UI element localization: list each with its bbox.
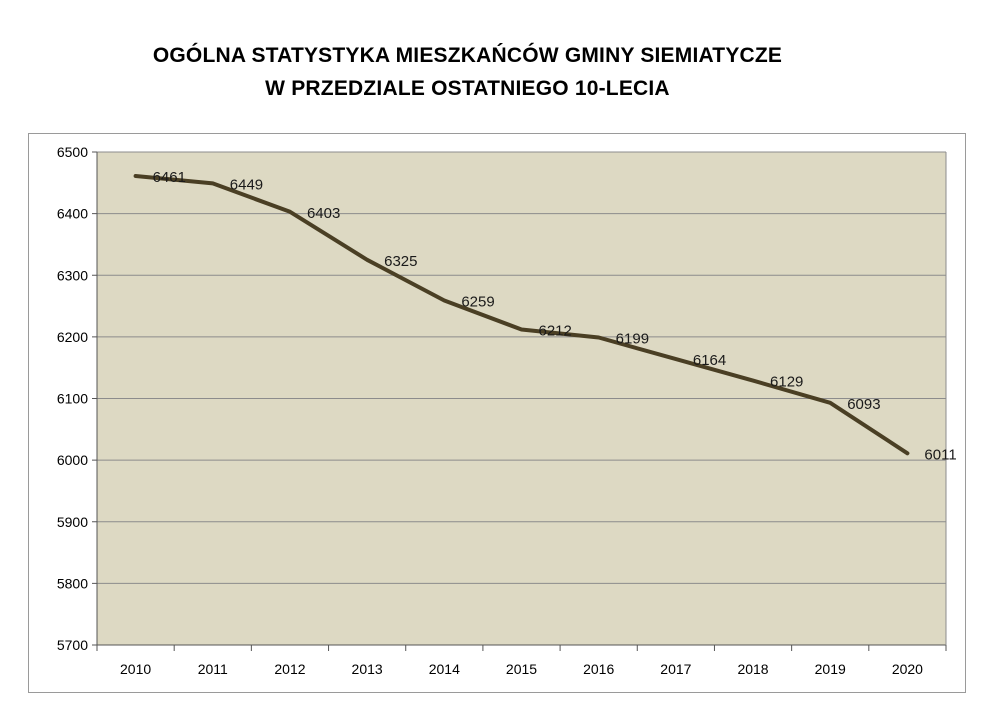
x-tick-label: 2013 [352, 661, 383, 677]
data-label: 6199 [616, 330, 649, 347]
x-tick-label: 2012 [274, 661, 305, 677]
y-tick-label: 6300 [57, 267, 88, 283]
x-tick-label: 2010 [120, 661, 151, 677]
x-tick-label: 2015 [506, 661, 537, 677]
x-tick-label: 2014 [429, 661, 460, 677]
data-label: 6093 [847, 396, 880, 413]
y-tick-label: 5800 [57, 575, 88, 591]
chart-subtitle: W PRZEDZIALE OSTATNIEGO 10-LECIA [265, 77, 670, 100]
x-tick-label: 2017 [660, 661, 691, 677]
y-tick-label: 6100 [57, 391, 88, 407]
x-tick-label: 2016 [583, 661, 614, 677]
data-label: 6129 [770, 374, 803, 391]
data-label: 6011 [924, 446, 956, 463]
y-tick-label: 5900 [57, 514, 88, 530]
x-tick-label: 2018 [737, 661, 768, 677]
x-tick-label: 2020 [892, 661, 923, 677]
chart-title: OGÓLNA STATYSTYKA MIESZKAŃCÓW GMINY SIEM… [152, 44, 783, 67]
data-label: 6449 [230, 176, 263, 193]
data-labels: 6461 6449 6403 6325 6259 6212 6199 6164 6129 6093… [153, 169, 957, 463]
y-tick-label: 6000 [57, 452, 88, 468]
x-tick-label: 2019 [815, 661, 846, 677]
y-axis-ticks: 5700 5800 5900 6000 6100 6200 6300 6400 6500 [57, 144, 97, 653]
y-tick-label: 5700 [57, 637, 88, 653]
series-line [133, 174, 910, 456]
y-tick-label: 6500 [57, 144, 88, 160]
data-label: 6259 [461, 294, 494, 311]
data-label: 6212 [539, 322, 572, 339]
y-tick-label: 6200 [57, 329, 88, 345]
data-label: 6403 [307, 205, 340, 222]
data-label: 6164 [693, 352, 726, 369]
data-label: 6461 [153, 169, 186, 186]
y-tick-label: 6400 [57, 206, 88, 222]
data-label: 6325 [384, 253, 417, 270]
x-axis-ticks: 2010 2011 2012 2013 2014 2015 2016 2017 2018 2019… [96, 645, 947, 677]
x-tick-label: 2011 [198, 661, 228, 677]
